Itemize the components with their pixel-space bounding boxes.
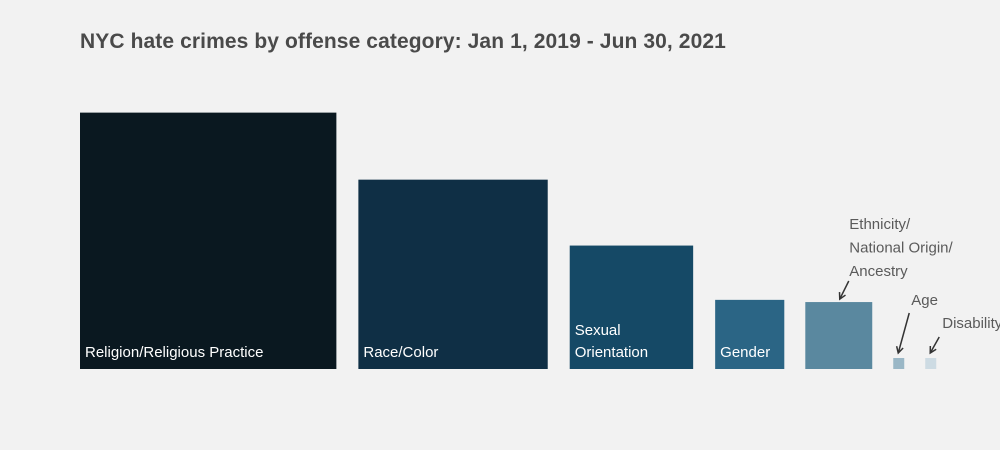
callout-arrowhead <box>929 345 937 355</box>
callout-arrowhead <box>895 346 904 355</box>
category-label: Disability <box>942 315 1000 332</box>
callout-arrow <box>929 336 940 354</box>
square-race-color <box>358 179 548 369</box>
category-label: Ethnicity/ <box>849 216 911 233</box>
square-sexual-orientation <box>569 245 694 369</box>
square-age <box>893 358 905 369</box>
category-label: National Origin/ <box>849 240 953 257</box>
square-gender <box>715 299 785 369</box>
square-disability <box>925 358 937 369</box>
chart-title: NYC hate crimes by offense category: Jan… <box>80 30 726 53</box>
callout-arrow <box>897 312 910 354</box>
category-label: Race/Color <box>363 344 438 361</box>
category-label: Sexual <box>575 322 621 339</box>
category-label: Age <box>911 292 938 309</box>
square-ethnicity-national-origin-ancestry <box>805 302 873 369</box>
category-label: Gender <box>720 344 770 361</box>
category-label: Ancestry <box>849 263 908 280</box>
category-label: Religion/Religious Practice <box>85 344 263 361</box>
square-religion-religious-practice <box>80 112 337 369</box>
category-label: Orientation <box>575 344 648 361</box>
callout-arrow <box>839 280 850 300</box>
callout-arrowhead <box>838 292 846 301</box>
